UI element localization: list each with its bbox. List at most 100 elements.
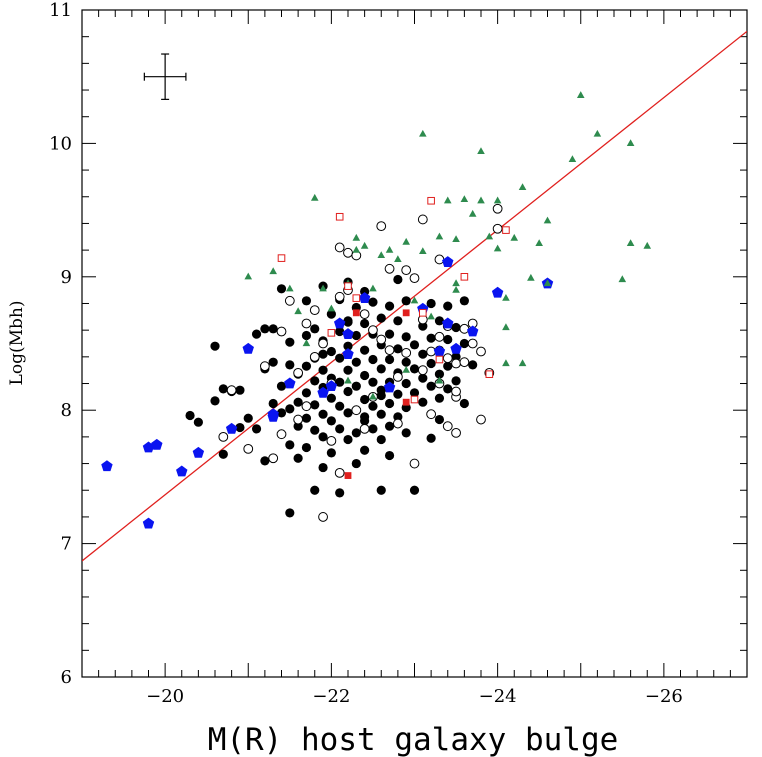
point-triangle: [510, 233, 519, 241]
point-pentagon: [142, 517, 155, 529]
point-filled-circle: [268, 398, 278, 409]
point-filled-circle: [301, 296, 312, 306]
point-filled-circle: [326, 309, 336, 319]
point-filled-circle: [376, 409, 386, 419]
point-triangle: [502, 359, 510, 367]
point-filled-circle: [335, 353, 345, 363]
point-filled-circle: [360, 345, 370, 355]
point-pentagon: [491, 286, 504, 298]
x-tick-label: −22: [312, 686, 350, 707]
point-filled-circle: [335, 326, 345, 337]
point-triangle: [319, 284, 327, 292]
point-open-circle: [492, 223, 503, 234]
point-filled-circle: [185, 410, 195, 421]
point-filled-circle: [310, 485, 320, 495]
point-triangle: [327, 304, 336, 312]
point-filled-circle: [318, 409, 328, 419]
point-filled-circle: [285, 508, 295, 518]
point-triangle: [369, 392, 377, 400]
axes: −20 −22 −24 −26 6 7 8 9 10 11: [49, 0, 748, 707]
point-open-circle: [401, 265, 412, 276]
point-filled-circle: [409, 485, 420, 495]
point-open-circle: [459, 357, 470, 368]
y-tick-label: 8: [61, 400, 72, 421]
point-filled-circle: [343, 341, 353, 351]
point-triangle: [452, 279, 460, 287]
point-filled-circle: [426, 333, 436, 343]
point-filled-circle: [351, 330, 361, 341]
point-triangle: [468, 209, 477, 217]
point-filled-circle: [335, 401, 345, 411]
point-open-circle: [326, 435, 337, 446]
point-filled-circle: [459, 296, 469, 306]
point-filled-circle: [285, 337, 295, 347]
point-triangle: [410, 296, 419, 304]
point-filled-circle: [335, 377, 345, 387]
point-open-square: [327, 329, 336, 337]
point-triangle: [626, 239, 635, 247]
point-triangle: [269, 267, 277, 275]
point-pentagon: [225, 422, 238, 434]
point-triangle: [394, 255, 402, 263]
point-filled-circle: [218, 449, 228, 459]
point-open-circle: [276, 429, 287, 440]
point-open-circle: [351, 405, 362, 416]
point-filled-circle: [260, 324, 270, 334]
point-filled-circle: [301, 442, 312, 453]
point-open-circle: [376, 334, 387, 345]
point-filled-circle: [434, 316, 445, 326]
x-tick-label: −20: [146, 686, 184, 707]
point-filled-circle: [459, 338, 469, 349]
point-filled-circle: [393, 344, 403, 354]
point-filled-circle: [268, 324, 278, 334]
point-filled-circle: [360, 286, 370, 297]
point-filled-circle: [343, 386, 353, 397]
point-open-circle: [442, 353, 453, 364]
point-filled-circle: [218, 384, 228, 394]
point-filled-circle: [318, 432, 328, 442]
point-filled-circle: [426, 358, 436, 369]
point-open-circle: [417, 365, 428, 376]
point-filled-circle: [210, 396, 220, 406]
y-tick-label: 10: [49, 133, 72, 154]
point-filled-circle: [285, 440, 295, 450]
point-open-circle: [451, 386, 461, 397]
point-filled-circle: [418, 349, 428, 359]
point-filled-circle: [360, 412, 370, 422]
point-filled-circle: [401, 332, 411, 342]
point-filled-circle: [376, 434, 386, 445]
point-triangle: [543, 279, 552, 287]
point-filled-circle: [409, 388, 420, 398]
point-open-circle: [334, 291, 345, 302]
point-filled-circle: [384, 301, 395, 311]
point-triangle: [477, 147, 485, 155]
point-pentagon: [142, 441, 155, 453]
point-open-square: [435, 355, 444, 364]
point-open-circle: [409, 273, 420, 284]
axis-labels: M(R) host galaxy bulge Log(Mbh): [7, 301, 618, 757]
point-filled-circle: [393, 389, 403, 399]
point-filled-circle: [326, 416, 336, 426]
point-pentagon: [151, 438, 163, 450]
point-filled-circle: [293, 453, 303, 463]
point-triangle: [576, 91, 585, 98]
point-filled-circle: [360, 370, 370, 381]
x-tick-label: −26: [645, 686, 683, 707]
point-filled-circle: [418, 373, 428, 383]
point-filled-circle: [285, 360, 295, 370]
point-filled-circle: [301, 330, 312, 341]
point-filled-circle: [326, 346, 336, 357]
point-filled-circle: [326, 448, 336, 458]
point-open-circle: [301, 318, 312, 329]
point-pentagon: [466, 325, 479, 337]
point-filled-circle: [384, 354, 395, 365]
point-open-circle: [218, 431, 229, 442]
point-open-circle: [293, 414, 304, 425]
point-filled-circle: [376, 364, 386, 374]
point-open-circle: [434, 331, 445, 342]
point-filled-circle: [384, 329, 395, 339]
point-filled-circle: [310, 425, 320, 435]
point-triangle: [352, 245, 361, 253]
point-filled-circle: [384, 398, 395, 409]
point-filled-circle: [368, 297, 378, 307]
